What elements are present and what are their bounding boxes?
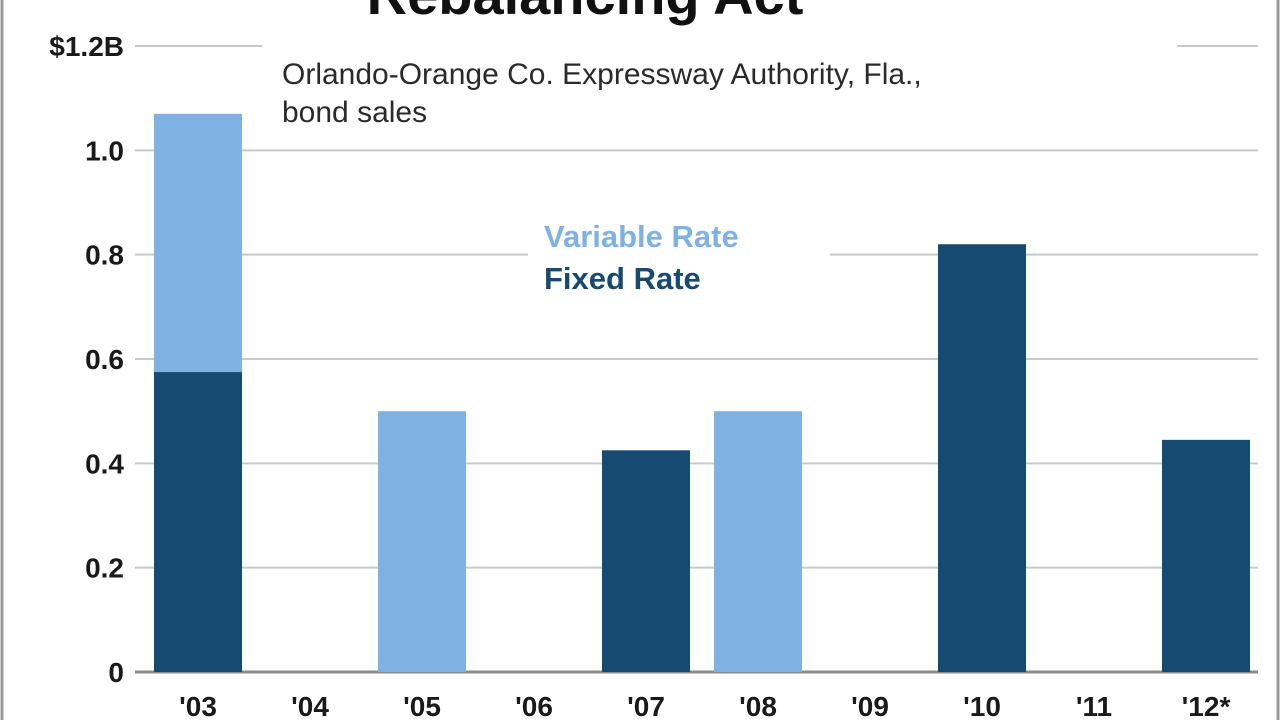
legend-variable-rate: Variable Rate (544, 219, 739, 254)
subtitle-line-2: bond sales (282, 96, 427, 129)
x-tick-label: '06 (515, 691, 553, 720)
legend-backdrop (528, 208, 830, 306)
y-tick-label: 1.0 (85, 135, 124, 166)
x-tick-label: '09 (851, 691, 889, 720)
x-tick-label: '12* (1182, 691, 1231, 720)
legend: Variable Rate Fixed Rate (528, 208, 830, 306)
x-tick-label: '03 (179, 691, 217, 720)
x-tick-label: '04 (291, 691, 329, 720)
bar-variable-rate-0 (154, 113, 242, 373)
x-tick-label: '08 (739, 691, 777, 720)
subtitle-backdrop (262, 44, 1177, 136)
x-tick-label: '10 (963, 691, 1001, 720)
x-tick-label: '11 (1076, 691, 1112, 720)
y-axis-ticks: 0 0.2 0.4 0.6 0.8 1.0 $1.2B (49, 31, 124, 688)
y-tick-label: $1.2B (49, 31, 124, 62)
bar-variable-rate-2 (378, 411, 466, 672)
legend-fixed-rate: Fixed Rate (544, 261, 701, 296)
y-tick-label: 0.8 (85, 240, 124, 271)
subtitle-block: Orlando-Orange Co. Expressway Authority,… (262, 44, 1177, 136)
bar-fixed-rate-4 (602, 450, 690, 672)
chart-title: Rebalancing Act (367, 0, 804, 26)
x-tick-label: '07 (627, 691, 665, 720)
bars (154, 113, 1250, 672)
x-tick-label: '05 (403, 691, 441, 720)
y-tick-label: 0.6 (85, 344, 124, 375)
bar-variable-rate-5 (714, 411, 802, 672)
bar-fixed-rate-0 (154, 372, 242, 672)
y-tick-label: 0 (108, 657, 124, 688)
x-axis-ticks: '03 '04 '05 '06 '07 '08 '09 '10 '11 '12* (179, 691, 1230, 720)
bar-fixed-rate-7 (938, 244, 1026, 672)
y-tick-label: 0.2 (85, 553, 124, 584)
y-tick-label: 0.4 (85, 448, 124, 479)
subtitle-line-1: Orlando-Orange Co. Expressway Authority,… (282, 58, 922, 91)
bar-fixed-rate-9 (1162, 439, 1250, 672)
